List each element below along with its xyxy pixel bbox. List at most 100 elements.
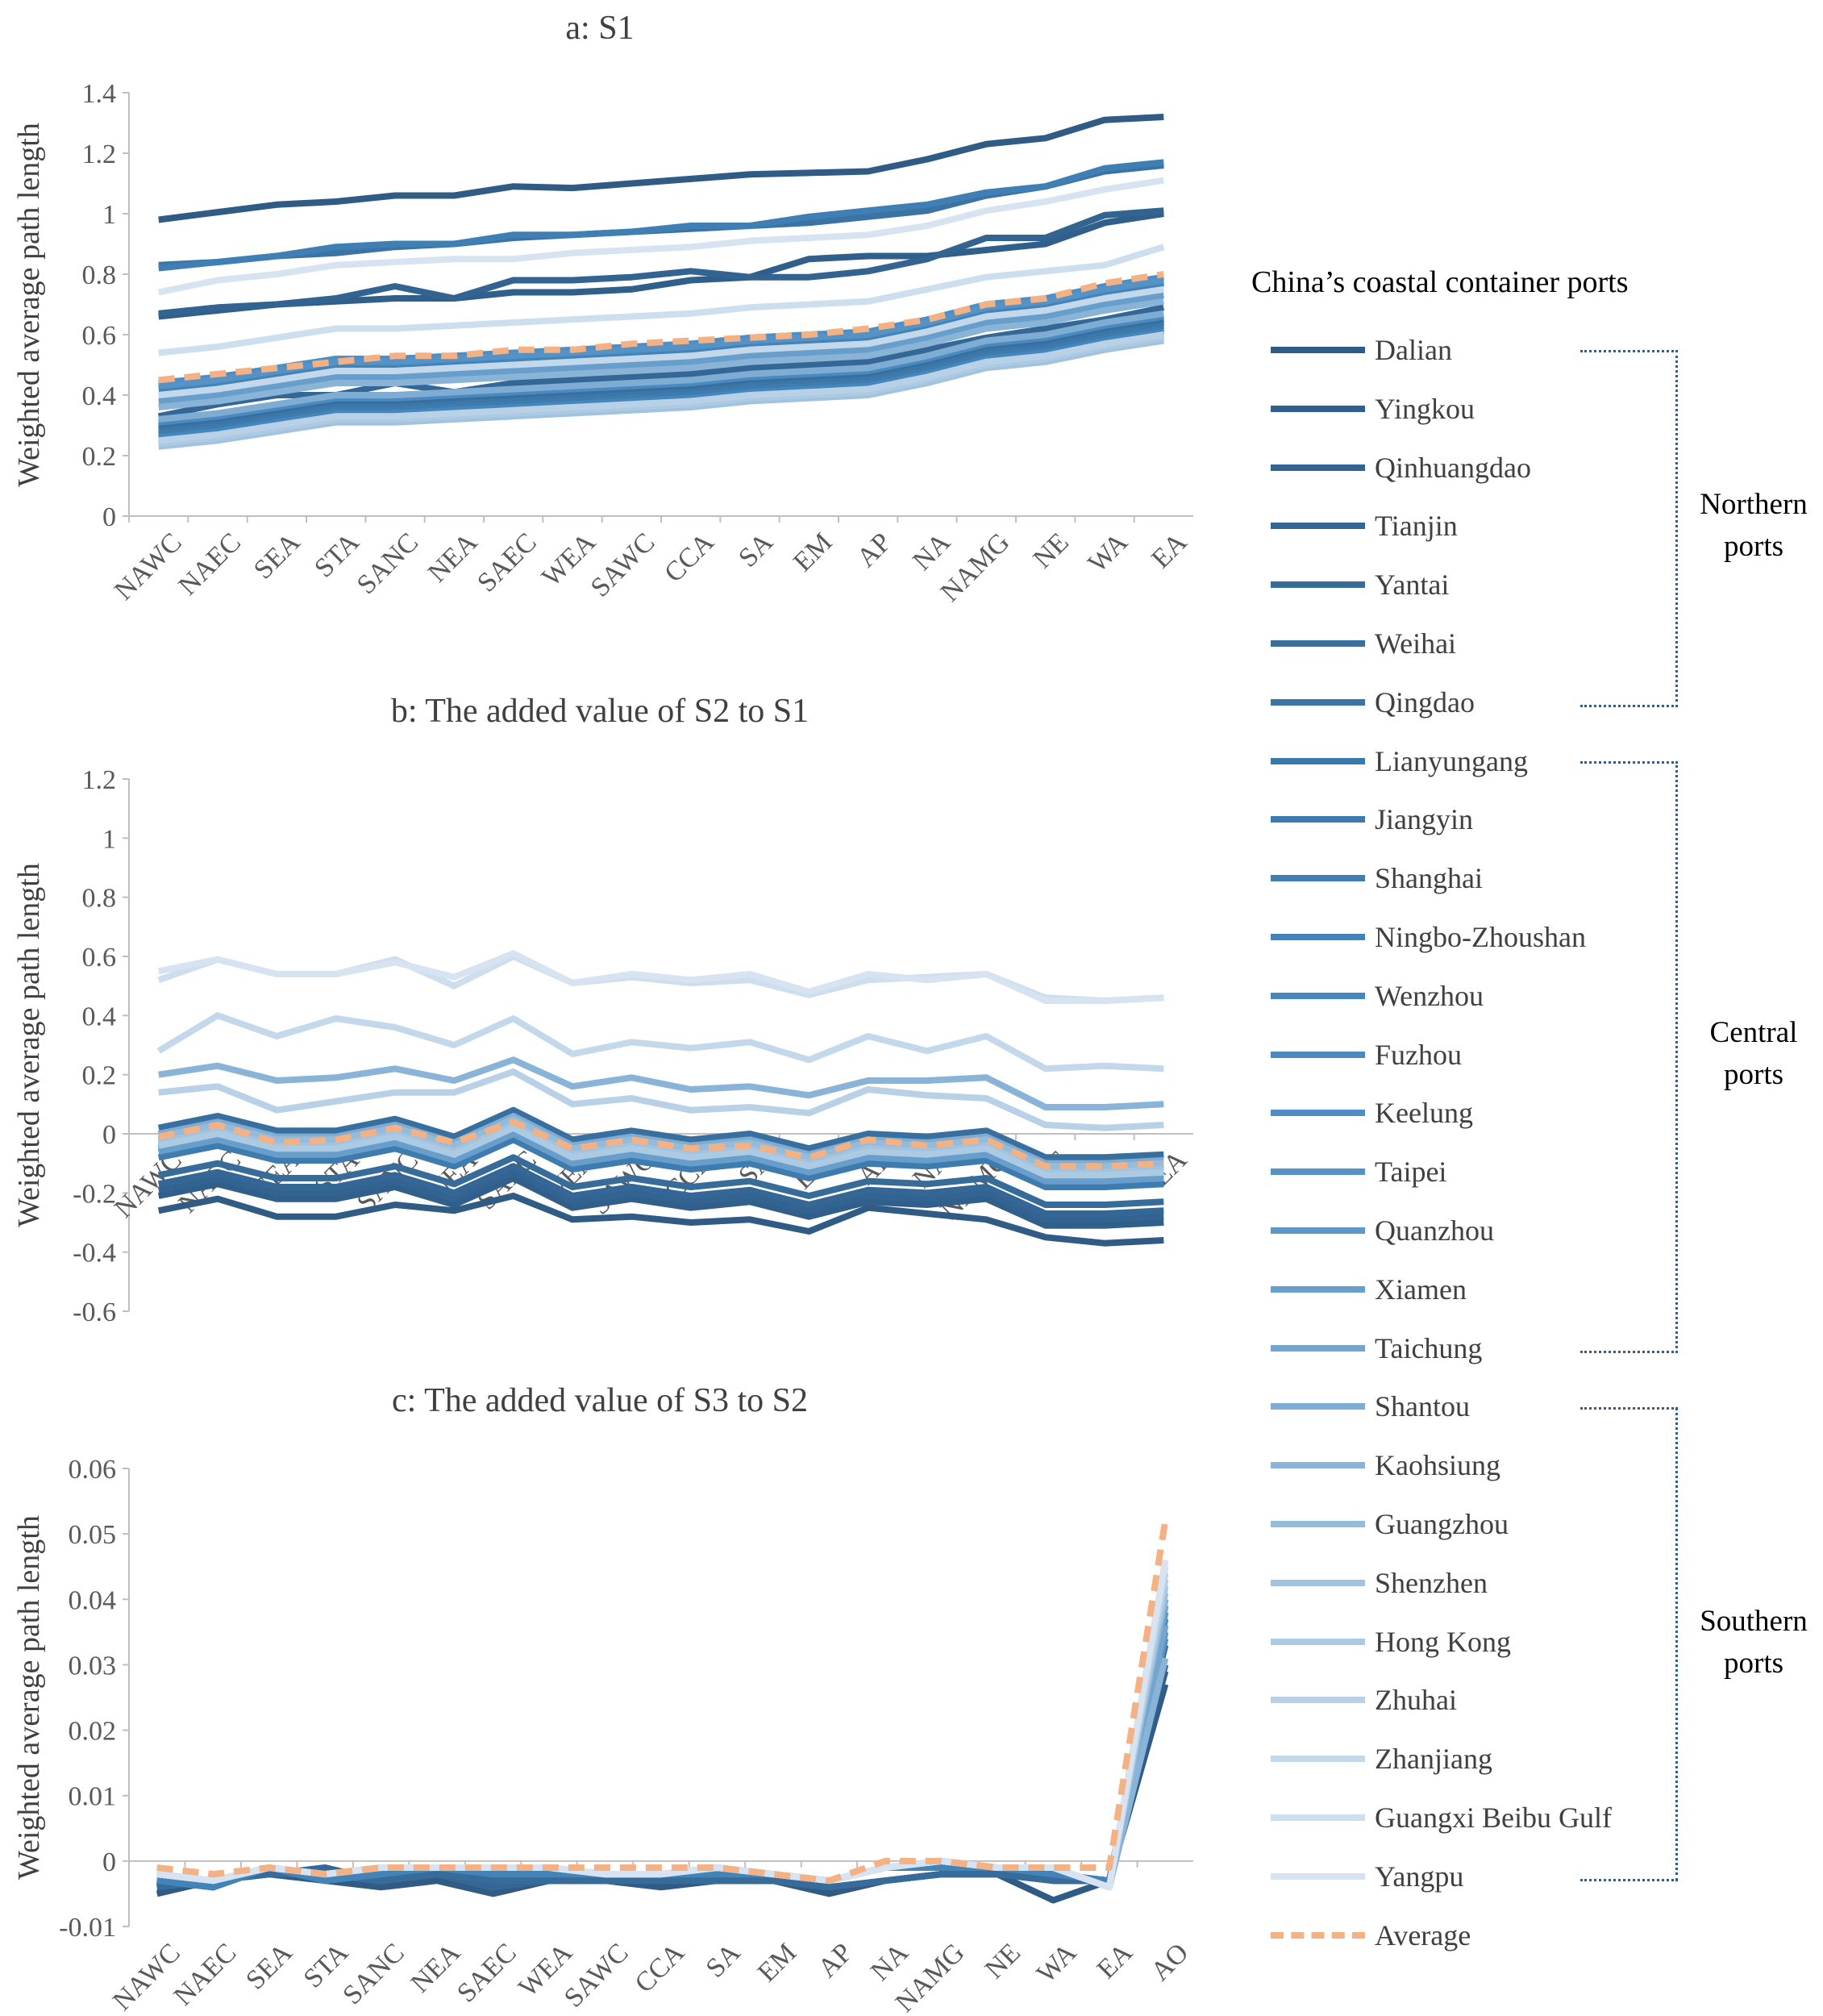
- x-tick-label: NAEC: [169, 1938, 243, 2012]
- series-line-qinhuangdao: [156, 1664, 1169, 1891]
- legend-swatch: [1271, 640, 1365, 647]
- y-tick-label: 1.2: [82, 140, 117, 169]
- legend-item: Fuzhou: [1271, 1039, 1462, 1071]
- legend-swatch: [1271, 1638, 1365, 1645]
- x-tick-label: AP: [813, 1938, 859, 1984]
- legend-label: Weihai: [1375, 627, 1457, 660]
- y-tick-label: 1.2: [82, 765, 117, 795]
- legend-swatch: [1271, 1872, 1365, 1880]
- legend-label: Taipei: [1375, 1156, 1447, 1189]
- legend-label: Shanghai: [1375, 862, 1483, 895]
- series-line-qingdao: [156, 1611, 1169, 1891]
- x-tick-label: EM: [788, 527, 838, 577]
- series-line-yangpu: [156, 1559, 1169, 1891]
- legend-label: Keelung: [1375, 1097, 1473, 1130]
- legend-swatch: [1271, 464, 1365, 471]
- legend-label: Average: [1375, 1918, 1471, 1951]
- legend-item: Guangzhou: [1271, 1508, 1509, 1540]
- legend-label: Fuzhou: [1375, 1038, 1462, 1071]
- legend-title: China’s coastal container ports: [1251, 265, 1629, 299]
- series-line-average: [156, 1520, 1169, 1885]
- legend-item: Taichung: [1271, 1332, 1482, 1364]
- series-line-average: [158, 271, 1164, 384]
- x-tick-label: NAEC: [173, 527, 247, 602]
- series-line-yangpu: [157, 950, 1164, 1004]
- x-tick-label: WA: [1083, 527, 1134, 579]
- chart-c-ylabel: Weighted average path length: [12, 1515, 46, 1880]
- y-tick-label: 0.06: [69, 1455, 117, 1485]
- series-line-average: [157, 1118, 1164, 1170]
- legend-swatch: [1271, 1462, 1365, 1469]
- series-line-yantai: [157, 1154, 1164, 1208]
- y-tick-label: 0.02: [69, 1717, 117, 1747]
- y-tick-label: 0.01: [69, 1782, 117, 1812]
- series-line-zhuhai: [158, 331, 1164, 444]
- legend-swatch: [1271, 1579, 1365, 1586]
- series-line-shantou: [156, 1598, 1169, 1891]
- x-tick-label: CCA: [659, 527, 720, 589]
- legend-item: Yangpu: [1271, 1860, 1463, 1893]
- y-tick-label: 1.4: [82, 79, 117, 109]
- legend-item: Yingkou: [1271, 393, 1475, 425]
- legend-item: Yantai: [1271, 569, 1449, 601]
- central-bracket: [1580, 761, 1678, 1353]
- y-tick-label: 0.05: [69, 1520, 117, 1550]
- y-tick-label: 0.6: [82, 321, 117, 351]
- northern-bracket: [1580, 350, 1678, 707]
- legend-swatch: [1271, 1814, 1365, 1821]
- y-tick-label: 0: [102, 1847, 116, 1877]
- northern-ports-label: Northern ports: [1685, 484, 1822, 568]
- southern-bracket: [1580, 1407, 1678, 1881]
- series-line-fuzhou: [156, 1624, 1169, 1891]
- series-line-dalian: [157, 1193, 1164, 1247]
- legend-label: Zhuhai: [1375, 1684, 1457, 1717]
- legend-label: Guangxi Beibu Gulf: [1375, 1801, 1612, 1834]
- series-line-shantou: [158, 310, 1164, 423]
- series-line-xiamen: [158, 292, 1164, 405]
- legend-label: Wenzhou: [1375, 979, 1484, 1012]
- series-line-jiangyin: [156, 1605, 1169, 1891]
- legend-swatch: [1271, 405, 1365, 412]
- x-tick-label: SAWC: [585, 527, 661, 603]
- x-tick-label: NAWC: [109, 527, 188, 606]
- legend-item: Quanzhou: [1271, 1214, 1494, 1247]
- legend-item: Zhanjiang: [1271, 1743, 1492, 1775]
- series-line-zhuhai: [158, 1068, 1164, 1131]
- series-line-weihai: [156, 1624, 1169, 1891]
- legend-item: Dalian: [1271, 334, 1452, 366]
- x-tick-label: EA: [1146, 527, 1193, 575]
- series-line-tianjin: [157, 1163, 1164, 1217]
- series-line-ningbo-zhoushan: [156, 1611, 1169, 1891]
- legend-label: Lianyungang: [1375, 744, 1528, 777]
- legend-label: Zhanjiang: [1375, 1743, 1492, 1776]
- legend-swatch: [1271, 1931, 1365, 1939]
- legend-swatch: [1271, 1285, 1365, 1293]
- legend-item: Guangxi Beibu Gulf: [1271, 1801, 1612, 1834]
- legend-label: Yingkou: [1375, 392, 1475, 425]
- legend-label: Taichung: [1375, 1331, 1483, 1364]
- legend-item: Kaohsiung: [1271, 1449, 1500, 1481]
- legend-label: Jiangyin: [1375, 803, 1473, 836]
- series-line-zhuhai: [156, 1572, 1169, 1891]
- legend-label: Xiamen: [1375, 1272, 1467, 1306]
- group-label-line: Northern: [1700, 488, 1808, 521]
- y-tick-label: -0.01: [59, 1913, 116, 1943]
- series-line-shanghai: [156, 1598, 1169, 1891]
- legend-swatch: [1271, 698, 1365, 706]
- legend-label: Guangzhou: [1375, 1508, 1509, 1540]
- legend-swatch: [1271, 1756, 1365, 1763]
- legend-label: Qinhuangdao: [1375, 451, 1531, 484]
- legend-swatch: [1271, 347, 1365, 353]
- series-line-jiangyin: [157, 1136, 1164, 1190]
- legend-item: Shenzhen: [1271, 1567, 1488, 1599]
- x-tick-label: SEA: [248, 527, 306, 585]
- legend-swatch: [1271, 1697, 1365, 1704]
- y-tick-label: 0.2: [82, 1061, 117, 1091]
- legend-item: Xiamen: [1271, 1273, 1467, 1306]
- y-tick-label: 0.8: [82, 260, 117, 290]
- series-line-yingkou: [156, 1670, 1169, 1891]
- x-tick-label: CCA: [629, 1938, 690, 1999]
- group-label-line: ports: [1724, 530, 1783, 563]
- series-line-shenzhen: [156, 1585, 1169, 1891]
